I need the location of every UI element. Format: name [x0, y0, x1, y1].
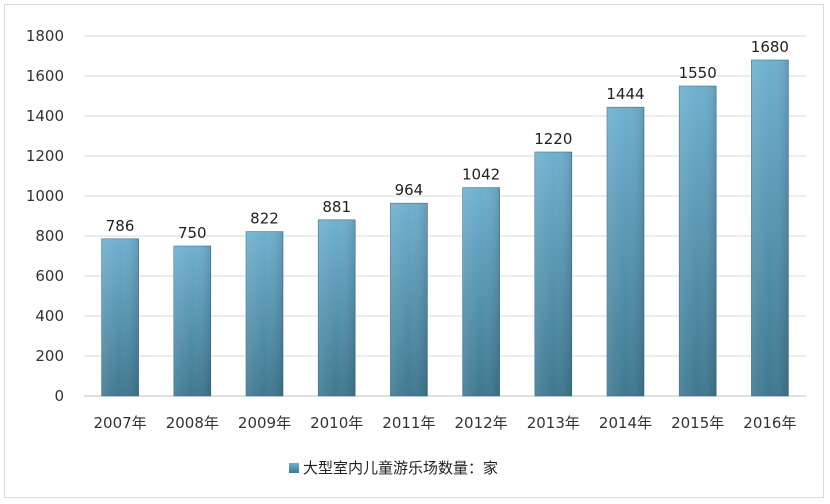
- bar: [606, 106, 645, 397]
- x-axis-ticks: 2007年 2008年 2009年 2010年 2011年 2012年 2013年 2014年…: [94, 414, 797, 432]
- bar: [534, 151, 573, 397]
- data-label: 1444: [606, 85, 644, 103]
- bar: [317, 219, 356, 397]
- x-tick-label: 2016年: [743, 414, 796, 432]
- data-label: 822: [250, 210, 279, 228]
- bar: [173, 245, 212, 397]
- x-tick-label: 2014年: [599, 414, 652, 432]
- bar: [751, 59, 789, 397]
- x-tick-label: 2007年: [94, 414, 147, 432]
- data-labels: 786 750 822 881 964 1042 1220 1444 1550 1680: [106, 38, 789, 242]
- x-tick-label: 2013年: [527, 414, 580, 432]
- data-label: 786: [106, 217, 135, 235]
- y-axis-ticks: 0 200 400 600 800 1000 1200 1400 1600 1800: [26, 27, 64, 405]
- data-label: 964: [395, 181, 424, 199]
- data-label: 881: [322, 198, 351, 216]
- y-tick-label: 1600: [26, 67, 64, 85]
- legend: 大型室内儿童游乐场数量：家: [289, 459, 498, 477]
- data-label: 1550: [679, 64, 717, 82]
- bar: [101, 238, 139, 397]
- data-label: 1042: [462, 166, 500, 184]
- y-tick-label: 400: [35, 307, 64, 325]
- bar: [390, 202, 428, 397]
- x-tick-label: 2008年: [166, 414, 219, 432]
- bar: [245, 231, 284, 397]
- y-tick-label: 1800: [26, 27, 64, 45]
- y-tick-label: 800: [35, 227, 64, 245]
- y-tick-label: 600: [35, 267, 64, 285]
- bar: [678, 85, 717, 397]
- y-tick-label: 1400: [26, 107, 64, 125]
- x-tick-label: 2011年: [382, 414, 435, 432]
- x-tick-label: 2015年: [671, 414, 724, 432]
- legend-swatch: [289, 463, 299, 473]
- legend-label: 大型室内儿童游乐场数量：家: [303, 459, 498, 477]
- x-tick-label: 2009年: [238, 414, 291, 432]
- data-label: 1680: [751, 38, 789, 56]
- y-tick-label: 1000: [26, 187, 64, 205]
- y-tick-label: 0: [54, 387, 64, 405]
- data-label: 1220: [534, 130, 572, 148]
- y-tick-label: 1200: [26, 147, 64, 165]
- bar: [462, 187, 500, 397]
- y-tick-label: 200: [35, 347, 64, 365]
- x-tick-label: 2010年: [310, 414, 363, 432]
- x-tick-label: 2012年: [455, 414, 508, 432]
- data-label: 750: [178, 224, 207, 242]
